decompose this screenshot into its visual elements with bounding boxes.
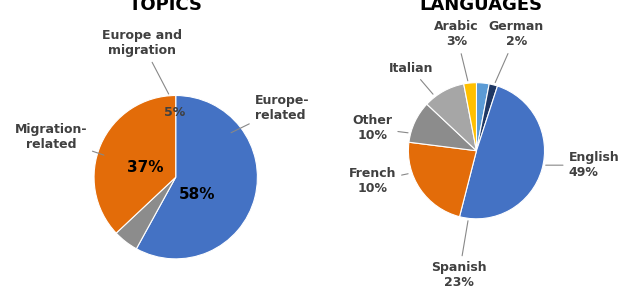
Text: 5%: 5%	[164, 106, 186, 119]
Text: Italian: Italian	[389, 62, 433, 94]
Text: Europe-
related: Europe- related	[231, 94, 309, 133]
Wedge shape	[427, 84, 477, 151]
Wedge shape	[94, 96, 175, 233]
Wedge shape	[116, 177, 175, 249]
Text: Arabic
3%: Arabic 3%	[434, 20, 478, 81]
Text: 58%: 58%	[179, 187, 215, 202]
Text: Migration-
related: Migration- related	[15, 123, 104, 155]
Wedge shape	[409, 104, 477, 151]
Text: Spanish
23%: Spanish 23%	[431, 221, 487, 288]
Title: TOPICS: TOPICS	[129, 0, 203, 14]
Text: 37%: 37%	[127, 160, 163, 175]
Wedge shape	[408, 142, 477, 217]
Wedge shape	[137, 96, 257, 259]
Wedge shape	[477, 83, 489, 151]
Text: Other
10%: Other 10%	[352, 114, 408, 142]
Text: Europe and
migration: Europe and migration	[102, 29, 182, 94]
Text: German
2%: German 2%	[489, 20, 544, 83]
Wedge shape	[477, 84, 498, 151]
Title: LANGUAGES: LANGUAGES	[419, 0, 542, 14]
Wedge shape	[459, 86, 544, 219]
Text: French
10%: French 10%	[348, 167, 408, 195]
Wedge shape	[464, 83, 477, 151]
Text: English
49%: English 49%	[545, 151, 619, 179]
